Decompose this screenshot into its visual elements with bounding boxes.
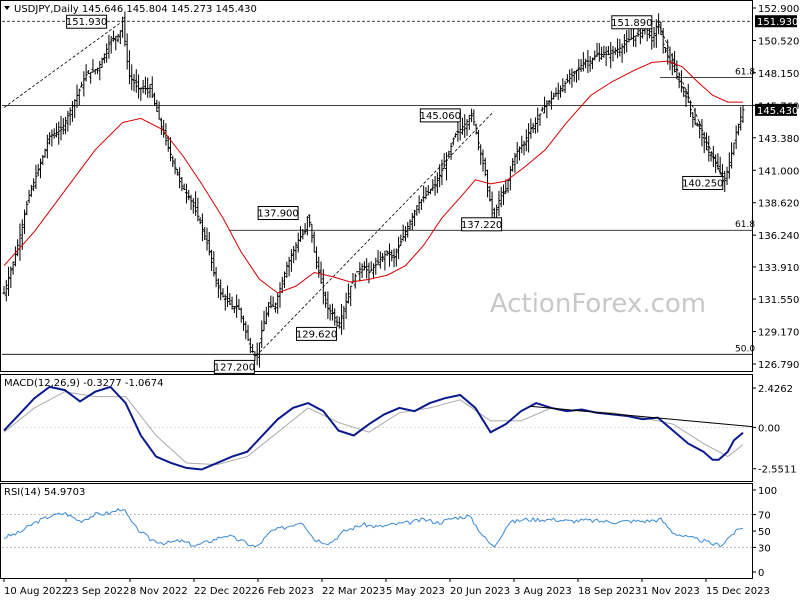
macd-panel-frame <box>0 374 753 482</box>
x-tick-label: 23 Sep 2022 <box>66 586 129 597</box>
swing-label-box <box>682 175 724 190</box>
swing-label-145.060: 145.060 <box>420 111 461 122</box>
x-tick-label: 6 Feb 2023 <box>258 586 314 597</box>
high-price-box <box>755 15 797 28</box>
macd-panel-title: MACD(12,26,9) -0.3277 -1.0674 <box>4 378 164 389</box>
x-tick-label: 1 Nov 2023 <box>642 586 700 597</box>
level-label-4: 50.0 <box>735 344 755 354</box>
swing-label-box <box>296 326 338 341</box>
x-tick-label: 18 Sep 2023 <box>578 586 641 597</box>
price-tick-label: 129.170 <box>758 328 799 339</box>
macd-tick-label: 0.00 <box>758 423 780 434</box>
price-tick-label: 141.000 <box>758 166 799 177</box>
x-tick-label: 10 Aug 2022 <box>4 586 68 597</box>
macd-line <box>3 385 744 471</box>
swing-label-box <box>611 15 653 30</box>
price-tick-label: 150.520 <box>758 36 799 47</box>
swing-label-127.200: 127.200 <box>214 362 255 373</box>
rsi-tick-label: 70 <box>758 511 771 522</box>
price-tick-label: 136.240 <box>758 231 799 242</box>
macd-signal-line <box>3 391 744 466</box>
x-tick-label: 20 Jun 2023 <box>450 586 510 597</box>
dashed-trendline-1 <box>3 20 123 108</box>
rsi-tick-label: 50 <box>758 527 771 538</box>
rsi-panel-frame <box>0 483 753 579</box>
last-price-label: 145.430 <box>757 106 798 117</box>
level-label-3: 61.8 <box>735 220 755 230</box>
swing-label-137.900: 137.900 <box>257 209 298 220</box>
swing-label-151.890: 151.890 <box>611 18 652 29</box>
swing-label-129.620: 129.620 <box>296 329 337 340</box>
x-tick-label: 22 Mar 2023 <box>322 586 385 597</box>
swing-label-box <box>213 359 255 374</box>
watermark: ActionForex.com <box>490 289 706 319</box>
last-price-box <box>755 103 797 116</box>
price-tick-label: 138.620 <box>758 199 799 210</box>
rsi-tick-label: 100 <box>758 486 777 497</box>
x-tick-label: 8 Nov 2022 <box>130 586 188 597</box>
price-panel-frame <box>0 0 753 372</box>
price-tick-label: 148.150 <box>758 69 799 80</box>
rsi-line <box>3 508 744 548</box>
dashed-trendline-2 <box>256 111 494 356</box>
x-tick-label: 3 Aug 2023 <box>514 586 572 597</box>
swing-label-box <box>257 206 299 221</box>
swing-label-151.930: 151.930 <box>66 17 107 28</box>
macd-tick-label: -2.5511 <box>758 465 797 476</box>
price-tick-label: 133.910 <box>758 263 799 274</box>
swing-label-140.250: 140.250 <box>682 178 723 189</box>
x-tick-label: 22 Dec 2022 <box>194 586 258 597</box>
price-tick-label: 126.790 <box>758 360 799 371</box>
swing-label-137.220: 137.220 <box>461 220 502 231</box>
macd-tick-label: 2.4262 <box>758 384 793 395</box>
swing-label-box <box>419 108 461 123</box>
price-tick-label: 152.900 <box>758 4 799 15</box>
level-label-2: 61.8 <box>735 68 755 78</box>
x-tick-label: 5 May 2023 <box>386 586 445 597</box>
swing-label-box <box>66 14 108 29</box>
macd-layer: 2.4262 0.00 -2.5511 <box>2 384 797 476</box>
swing-label-box <box>461 217 503 232</box>
rsi-tick-label: 30 <box>758 543 771 554</box>
macd-trendline <box>530 405 753 428</box>
rsi-panel-title: RSI(14) 54.9703 <box>4 487 85 498</box>
price-tick-label: 143.380 <box>758 134 799 145</box>
rsi-tick-label: 0 <box>758 568 764 579</box>
price-panel-title: USDJPY,Daily 145.646 145.804 145.273 145… <box>14 4 257 15</box>
axis-layer: 152.900150.520148.150145.760143.380141.0… <box>3 4 799 597</box>
high-price-label: 151.930 <box>757 17 798 28</box>
moving-average-line <box>3 60 743 294</box>
price-layer: 61.8 61.8 50.0 151.930 151.890 145.060 137.900… <box>2 11 755 374</box>
x-tick-label: 15 Dec 2023 <box>706 586 770 597</box>
rsi-layer: 100 70 50 30 0 <box>2 486 777 579</box>
price-tick-label: 131.550 <box>758 295 799 306</box>
menu-triangle-icon[interactable] <box>4 6 10 10</box>
